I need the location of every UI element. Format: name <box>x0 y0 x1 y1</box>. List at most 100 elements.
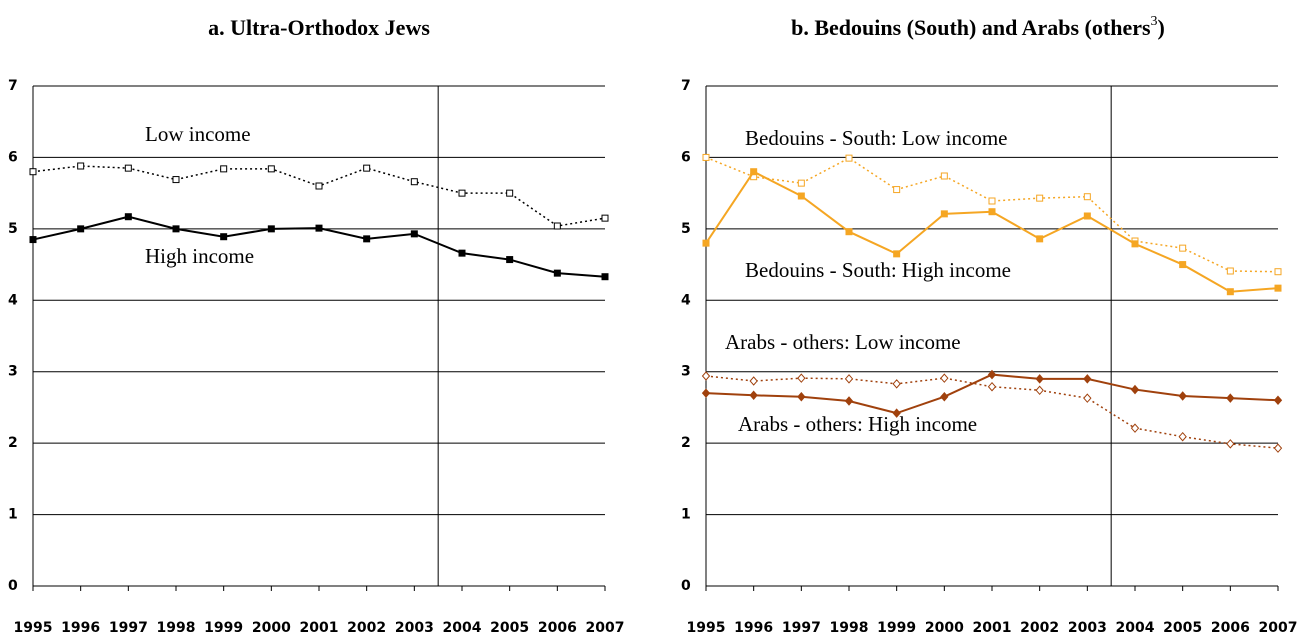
marker <box>845 228 853 236</box>
marker <box>458 249 466 257</box>
series-label: Bedouins - South: High income <box>745 258 1011 282</box>
marker <box>1130 384 1140 395</box>
y-tick-label: 4 <box>681 292 691 308</box>
marker <box>797 373 806 383</box>
x-tick-label: 2001 <box>300 620 339 636</box>
marker <box>940 391 949 402</box>
marker <box>1131 240 1139 248</box>
series-label: Arabs - others: High income <box>738 412 977 436</box>
y-tick-label: 6 <box>8 149 18 165</box>
x-tick-label: 2004 <box>443 620 482 636</box>
marker <box>29 236 37 244</box>
marker <box>410 178 418 186</box>
marker <box>1035 374 1044 384</box>
marker <box>1036 194 1044 202</box>
series-label: Arabs - others: Low income <box>725 330 961 354</box>
y-tick-label: 5 <box>8 221 18 237</box>
marker <box>1226 267 1234 275</box>
x-tick-label: 1995 <box>14 620 53 636</box>
marker <box>553 222 561 230</box>
marker <box>1083 374 1092 384</box>
marker <box>553 269 561 277</box>
marker <box>172 176 180 184</box>
x-tick-label: 1999 <box>204 620 243 636</box>
y-tick-label: 5 <box>681 221 691 237</box>
title-text: b. Bedouins (South) and Arabs (others <box>791 15 1151 40</box>
marker <box>1273 395 1283 406</box>
x-tick-label: 2003 <box>395 620 434 636</box>
x-tick-label: 2003 <box>1068 620 1107 636</box>
title-superscript: 3 <box>1151 14 1158 29</box>
marker <box>267 225 275 233</box>
x-tick-label: 2007 <box>1259 620 1298 636</box>
x-tick-label: 1995 <box>687 620 726 636</box>
marker <box>1178 431 1187 442</box>
marker <box>702 239 710 247</box>
marker <box>844 374 854 384</box>
marker <box>77 162 85 170</box>
x-tick-label: 1997 <box>109 620 148 636</box>
x-tick-label: 2005 <box>1163 620 1202 636</box>
x-tick-label: 2004 <box>1116 620 1155 636</box>
marker <box>988 197 996 205</box>
y-tick-label: 0 <box>8 578 18 594</box>
series-label: Bedouins - South: Low income <box>745 126 1007 150</box>
title-suffix: ) <box>1158 15 1165 40</box>
y-tick-label: 7 <box>681 78 691 94</box>
x-tick-label: 1998 <box>157 620 196 636</box>
marker <box>601 273 609 281</box>
chart-title: a. Ultra-Orthodox Jews <box>208 15 430 40</box>
x-tick-label: 1998 <box>830 620 869 636</box>
y-tick-label: 1 <box>681 507 691 523</box>
marker <box>124 213 132 221</box>
marker <box>940 172 948 180</box>
x-tick-label: 2006 <box>538 620 577 636</box>
marker <box>892 408 901 418</box>
marker <box>29 168 37 176</box>
x-tick-label: 2007 <box>586 620 625 636</box>
y-tick-label: 4 <box>8 292 18 308</box>
marker <box>124 164 132 172</box>
x-tick-label: 2000 <box>252 620 291 636</box>
marker <box>797 192 805 200</box>
marker <box>1274 284 1282 292</box>
y-tick-label: 7 <box>8 78 18 94</box>
x-tick-label: 2002 <box>347 620 386 636</box>
marker <box>1178 391 1187 401</box>
x-tick-label: 1996 <box>61 620 100 636</box>
x-tick-label: 2001 <box>973 620 1012 636</box>
y-tick-label: 1 <box>8 507 18 523</box>
y-tick-label: 6 <box>681 149 691 165</box>
marker <box>220 165 228 173</box>
chart-title: b. Bedouins (South) and Arabs (others3) <box>791 14 1165 40</box>
marker <box>1226 439 1235 449</box>
x-tick-label: 2005 <box>490 620 529 636</box>
marker <box>987 381 997 392</box>
marker <box>506 189 514 197</box>
marker <box>844 396 854 406</box>
marker <box>940 373 949 383</box>
marker <box>410 230 418 238</box>
y-tick-label: 2 <box>8 435 18 451</box>
marker <box>1036 235 1044 243</box>
marker <box>1179 244 1187 252</box>
marker <box>220 233 228 241</box>
marker <box>1273 443 1283 453</box>
marker <box>1083 393 1092 403</box>
x-tick-label: 1997 <box>782 620 821 636</box>
y-tick-label: 3 <box>681 364 691 380</box>
marker <box>701 371 711 381</box>
x-tick-label: 2006 <box>1211 620 1250 636</box>
x-tick-label: 1996 <box>734 620 773 636</box>
marker <box>893 186 901 194</box>
marker <box>845 154 853 162</box>
marker <box>363 164 371 172</box>
marker <box>750 168 758 176</box>
marker <box>797 179 805 187</box>
marker <box>892 379 901 389</box>
x-tick-label: 2000 <box>925 620 964 636</box>
y-tick-label: 2 <box>681 435 691 451</box>
series-line <box>705 373 1279 415</box>
y-tick-label: 0 <box>681 578 691 594</box>
